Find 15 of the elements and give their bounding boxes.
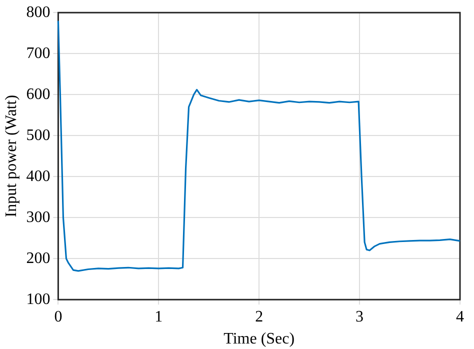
x-tick-label: 0: [54, 308, 62, 326]
y-axis-title: Input power (Watt): [2, 94, 20, 218]
x-tick-label: 2: [255, 308, 264, 326]
x-tick-label: 1: [154, 308, 163, 326]
y-tick-label: 100: [26, 290, 50, 308]
x-tick-label: 3: [356, 308, 364, 326]
y-tick-label: 700: [26, 44, 50, 62]
y-tick-label: 800: [26, 4, 50, 21]
y-tick-label: 200: [26, 250, 50, 267]
y-tick-label: 600: [26, 86, 50, 103]
y-tick-label: 400: [26, 168, 50, 185]
x-axis-title: Time (Sec): [224, 330, 295, 348]
y-tick-label: 300: [26, 208, 50, 226]
x-tick-label: 4: [456, 308, 464, 326]
y-tick-label: 500: [26, 126, 50, 144]
